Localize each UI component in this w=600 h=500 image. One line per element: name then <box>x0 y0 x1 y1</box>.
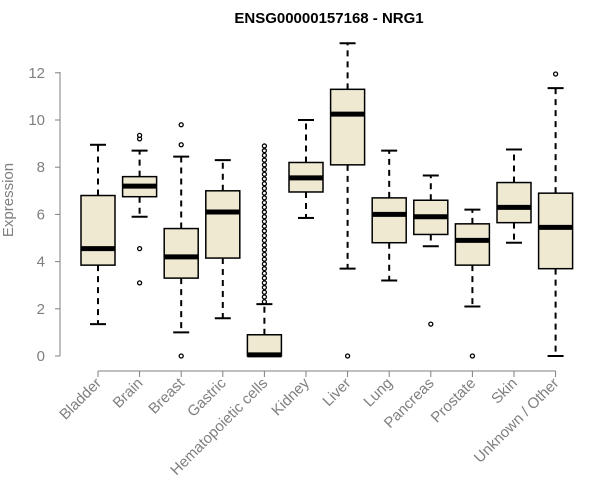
box <box>454 223 491 266</box>
box <box>205 190 241 259</box>
outlier-point <box>261 171 268 177</box>
x-tick-label: Liver <box>319 375 354 410</box>
outlier-point <box>261 299 268 305</box>
y-tick-label: 4 <box>37 254 45 271</box>
outlier-point <box>261 270 268 277</box>
outlier-point <box>261 242 268 248</box>
outlier-point <box>261 251 268 258</box>
y-tick-label: 12 <box>28 65 45 82</box>
x-tick-label: Lung <box>360 375 396 411</box>
outlier-point <box>261 289 268 295</box>
box <box>163 227 199 279</box>
outlier-point <box>261 261 268 267</box>
chart-title: ENSG00000157168 - NRG1 <box>234 10 423 27</box>
outlier-point <box>261 143 268 149</box>
outlier-point <box>136 280 143 286</box>
outlier-point <box>261 247 268 253</box>
outlier-point <box>178 142 184 148</box>
outlier-point <box>261 280 268 286</box>
outlier-point <box>261 199 268 206</box>
outlier-point <box>261 284 268 291</box>
box <box>537 192 574 270</box>
outlier-point <box>469 353 476 359</box>
outlier-point <box>261 176 268 182</box>
outlier-point <box>136 132 143 138</box>
outlier-point <box>178 353 184 359</box>
outlier-point <box>261 232 268 239</box>
outlier-point <box>261 237 268 244</box>
outlier-point <box>261 185 268 192</box>
outlier-point <box>261 209 268 215</box>
box <box>371 197 407 244</box>
outlier-point <box>261 223 268 229</box>
y-tick-label: 6 <box>37 206 45 223</box>
outlier-point <box>261 190 268 196</box>
outlier-point <box>178 122 184 128</box>
outlier-point <box>261 266 268 272</box>
x-tick-label: Breast <box>145 374 188 417</box>
x-tick-label: Skin <box>488 375 521 408</box>
outlier-point <box>261 157 268 163</box>
outlier-point <box>261 152 268 159</box>
x-tick-label: Brain <box>110 375 147 412</box>
outlier-point <box>261 218 268 225</box>
y-tick-label: 10 <box>28 112 45 129</box>
y-axis-label: Expression <box>0 163 17 237</box>
outlier-point <box>261 148 268 154</box>
outlier-point <box>261 181 268 187</box>
outlier-point <box>261 214 268 220</box>
outlier-point <box>261 294 268 300</box>
outlier-point <box>261 162 268 168</box>
box <box>329 88 366 166</box>
box <box>496 181 532 224</box>
x-tick-label: Kidney <box>268 374 313 419</box>
outlier-point <box>428 321 434 327</box>
outlier-point <box>136 245 143 252</box>
outlier-point <box>552 71 559 77</box>
x-tick-label: Bladder <box>56 375 105 424</box>
x-tick-label: Prostate <box>428 375 480 427</box>
outlier-point <box>261 228 268 234</box>
y-tick-label: 0 <box>37 348 45 365</box>
outlier-point <box>261 204 268 210</box>
y-tick-label: 8 <box>37 159 45 176</box>
outlier-point <box>261 195 268 201</box>
y-tick-label: 2 <box>37 301 45 318</box>
outlier-point <box>261 166 268 173</box>
outlier-point <box>344 353 351 359</box>
outlier-point <box>261 256 268 262</box>
box <box>80 194 116 266</box>
outlier-point <box>261 275 268 281</box>
